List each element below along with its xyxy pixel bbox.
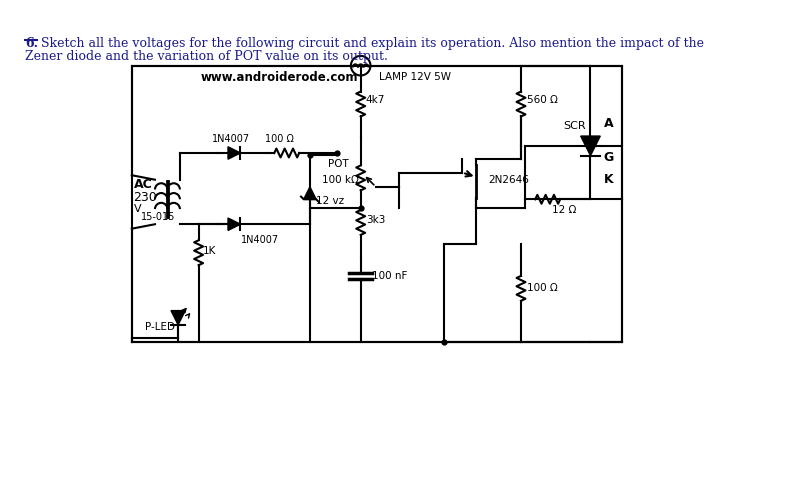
Text: 1K: 1K <box>203 246 216 256</box>
Text: 12 Ω: 12 Ω <box>552 205 577 215</box>
Text: 100 nF: 100 nF <box>372 271 408 281</box>
Text: 100 kΩ: 100 kΩ <box>323 175 359 185</box>
Text: 100 Ω: 100 Ω <box>527 284 558 294</box>
Text: 3k3: 3k3 <box>366 215 385 225</box>
Bar <box>132 66 622 342</box>
Text: A: A <box>603 117 614 130</box>
Text: 1N4007: 1N4007 <box>240 235 278 245</box>
Polygon shape <box>228 218 240 230</box>
Text: 2N2646: 2N2646 <box>488 175 529 185</box>
Text: 12 vz: 12 vz <box>316 196 344 206</box>
Text: P-LED: P-LED <box>145 322 175 332</box>
Text: 4k7: 4k7 <box>365 95 385 105</box>
Text: K: K <box>603 173 614 186</box>
Text: POT: POT <box>328 159 348 169</box>
Text: LAMP 12V 5W: LAMP 12V 5W <box>378 72 450 82</box>
Text: SCR: SCR <box>563 121 585 131</box>
Text: G: G <box>603 151 614 164</box>
Polygon shape <box>304 187 316 199</box>
Text: 560 Ω: 560 Ω <box>527 95 558 105</box>
Text: Zener diode and the variation of POT value on its output.: Zener diode and the variation of POT val… <box>25 50 388 63</box>
Text: www.androiderode.com: www.androiderode.com <box>201 71 358 84</box>
Polygon shape <box>228 147 240 159</box>
Polygon shape <box>171 311 186 325</box>
Text: V: V <box>133 204 141 214</box>
Text: 15-015: 15-015 <box>140 212 175 222</box>
Text: 1N4007: 1N4007 <box>212 134 250 144</box>
Text: 230: 230 <box>133 191 157 204</box>
Polygon shape <box>580 136 600 156</box>
Text: Sketch all the voltages for the following circuit and explain its operation. Als: Sketch all the voltages for the followin… <box>37 37 704 50</box>
Text: 6.: 6. <box>25 37 38 50</box>
Text: AC: AC <box>133 178 152 191</box>
Text: 100 Ω: 100 Ω <box>266 134 294 144</box>
